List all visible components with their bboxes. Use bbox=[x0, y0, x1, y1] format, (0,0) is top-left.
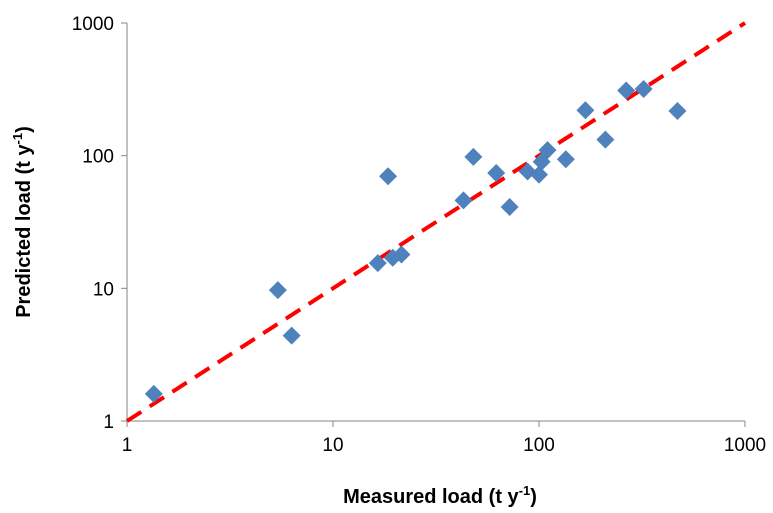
x-tick-label: 10 bbox=[322, 435, 343, 456]
data-point bbox=[487, 164, 506, 183]
data-point bbox=[617, 81, 636, 100]
data-point bbox=[596, 130, 615, 149]
plot-area bbox=[126, 23, 745, 422]
data-point bbox=[268, 281, 287, 300]
data-point bbox=[556, 150, 575, 169]
tick-labels-layer: 1 10 100 1000 1 10 100 1000 bbox=[72, 14, 766, 456]
data-point bbox=[634, 80, 653, 99]
x-axis-title: Measured load (t y-1) bbox=[343, 483, 537, 508]
reference-line-layer bbox=[125, 21, 747, 423]
data-point bbox=[464, 147, 483, 166]
y-tick-label: 100 bbox=[82, 147, 114, 168]
data-point bbox=[392, 245, 411, 264]
data-point bbox=[144, 384, 163, 403]
x-tick-label: 1000 bbox=[724, 435, 766, 456]
x-tick-label: 1 bbox=[122, 435, 133, 456]
y-tick-label: 1 bbox=[103, 412, 114, 433]
x-tick-label: 100 bbox=[523, 435, 555, 456]
y-tick-label: 1000 bbox=[72, 14, 114, 35]
y-axis-title: Predicted load (t y-1) bbox=[10, 126, 35, 318]
data-point bbox=[576, 101, 595, 120]
data-points-layer bbox=[144, 80, 687, 403]
data-point bbox=[379, 167, 398, 186]
data-point bbox=[538, 141, 557, 160]
data-point bbox=[368, 254, 387, 273]
data-point bbox=[668, 102, 687, 121]
data-point bbox=[500, 198, 519, 217]
data-point bbox=[530, 165, 548, 184]
y-tick-label: 10 bbox=[93, 279, 114, 300]
data-point bbox=[282, 326, 301, 345]
data-point bbox=[454, 191, 473, 210]
reference-line bbox=[125, 21, 747, 423]
